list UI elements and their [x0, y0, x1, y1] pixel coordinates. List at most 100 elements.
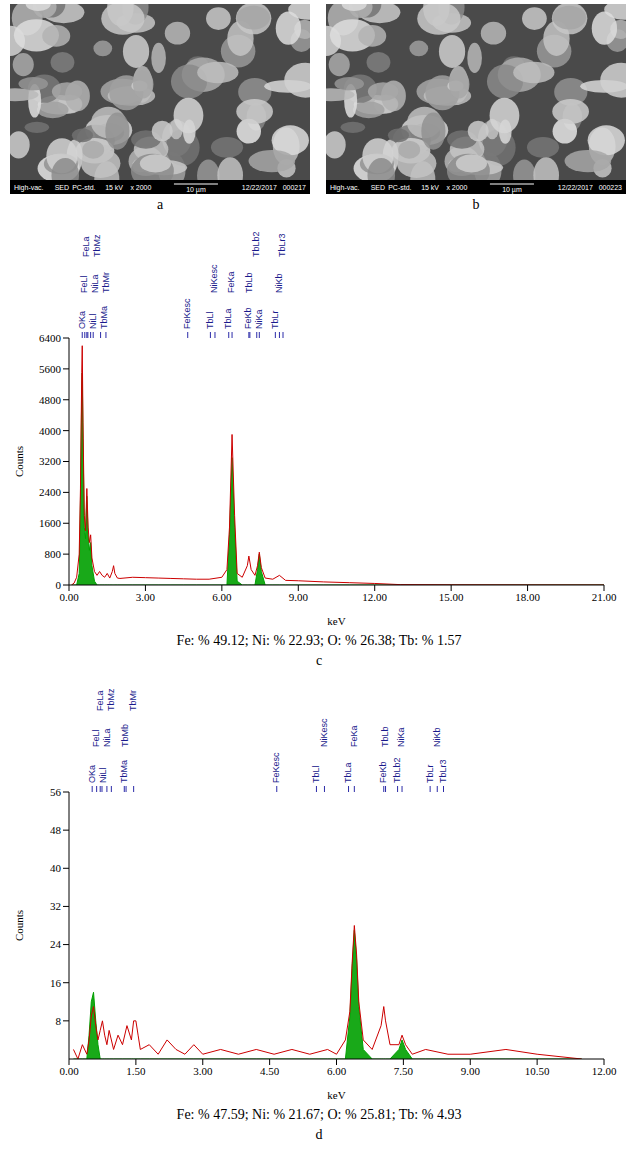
- svg-text:PC-std.: PC-std.: [388, 184, 411, 191]
- html-text:Fe: % 47.59; Ni: % 21.67; O: %: Fe: % 47.59; Ni: % 21.67; O: % 25.81; Tb…: [176, 1107, 462, 1122]
- svg-text:Counts: Counts: [13, 446, 25, 477]
- svg-text:NiKa: NiKa: [396, 727, 406, 747]
- svg-text:9.00: 9.00: [289, 591, 309, 603]
- html-text:c: c: [315, 653, 323, 668]
- svg-text:TbLr: TbLr: [270, 310, 280, 329]
- svg-text:FeLl: FeLl: [79, 275, 89, 293]
- svg-text:2400: 2400: [39, 486, 62, 498]
- svg-text:TbLb: TbLb: [244, 272, 254, 293]
- svg-text:TbMr: TbMr: [128, 690, 138, 711]
- svg-text:56: 56: [50, 786, 62, 798]
- svg-text:TbMr: TbMr: [101, 272, 111, 293]
- svg-text:0.00: 0.00: [59, 1065, 79, 1077]
- svg-text:OKa: OKa: [77, 311, 87, 329]
- html-text:b: b: [472, 197, 480, 212]
- svg-text:TbLa: TbLa: [223, 308, 233, 329]
- svg-text:x 2000: x 2000: [446, 184, 467, 191]
- svg-text:15.00: 15.00: [439, 591, 464, 603]
- svg-text:SED: SED: [55, 184, 69, 191]
- svg-text:NiLa: NiLa: [90, 274, 100, 293]
- svg-text:FeLl: FeLl: [91, 729, 101, 747]
- svg-text:TbMz: TbMz: [92, 234, 102, 257]
- svg-text:10 µm: 10 µm: [186, 186, 206, 194]
- svg-text:OKa: OKa: [87, 765, 97, 783]
- svg-text:9.00: 9.00: [461, 1065, 481, 1077]
- svg-text:TbLb2: TbLb2: [251, 231, 261, 257]
- svg-text:SED: SED: [371, 184, 385, 191]
- svg-text:000217: 000217: [283, 184, 306, 191]
- svg-text:7.50: 7.50: [394, 1065, 414, 1077]
- html-text:d: d: [315, 1127, 323, 1142]
- svg-text:4000: 4000: [39, 425, 62, 437]
- svg-text:6.00: 6.00: [212, 591, 232, 603]
- svg-text:keV: keV: [327, 1089, 345, 1101]
- svg-text:12.00: 12.00: [592, 1065, 617, 1077]
- svg-text:TbLb: TbLb: [380, 726, 390, 747]
- svg-text:NiLa: NiLa: [102, 728, 112, 747]
- svg-text:24: 24: [50, 938, 62, 950]
- svg-text:6.00: 6.00: [327, 1065, 347, 1077]
- svg-text:15 kV: 15 kV: [105, 184, 123, 191]
- svg-text:3.00: 3.00: [136, 591, 156, 603]
- svg-text:1.50: 1.50: [126, 1065, 146, 1077]
- svg-text:High-vac.: High-vac.: [14, 184, 44, 192]
- svg-text:FeKb: FeKb: [243, 307, 253, 329]
- svg-text:3200: 3200: [39, 455, 62, 467]
- svg-text:x 2000: x 2000: [130, 184, 151, 191]
- html-text:a: a: [156, 197, 164, 212]
- svg-text:NiKa: NiKa: [254, 309, 264, 329]
- svg-text:NiKb: NiKb: [432, 727, 442, 747]
- svg-text:NiKesc: NiKesc: [209, 264, 219, 293]
- svg-text:keV: keV: [327, 615, 345, 627]
- svg-text:0.00: 0.00: [59, 591, 79, 603]
- svg-text:1600: 1600: [39, 517, 62, 529]
- svg-text:Counts: Counts: [13, 910, 25, 941]
- svg-text:FeKesc: FeKesc: [182, 298, 192, 329]
- svg-text:TbLb2: TbLb2: [392, 757, 402, 783]
- svg-text:TbMa: TbMa: [119, 760, 129, 783]
- svg-text:High-vac.: High-vac.: [330, 184, 360, 192]
- svg-text:21.00: 21.00: [592, 591, 617, 603]
- svg-text:FeLa: FeLa: [95, 690, 105, 711]
- html-text:Fe: % 49.12; Ni: % 22.93; O: %: Fe: % 49.12; Ni: % 22.93; O: % 26.38; Tb…: [176, 633, 462, 648]
- svg-text:32: 32: [50, 900, 61, 912]
- svg-text:TbMb: TbMb: [120, 724, 130, 747]
- svg-text:4800: 4800: [39, 394, 62, 406]
- svg-text:FeKesc: FeKesc: [271, 752, 281, 783]
- svg-text:TbLr: TbLr: [425, 764, 435, 783]
- svg-text:NiLl: NiLl: [88, 313, 98, 329]
- svg-text:000223: 000223: [599, 184, 622, 191]
- svg-text:16: 16: [50, 977, 62, 989]
- svg-text:3.00: 3.00: [193, 1065, 213, 1077]
- svg-text:10 µm: 10 µm: [502, 186, 522, 194]
- svg-text:0: 0: [56, 579, 62, 591]
- svg-text:12/22/2017: 12/22/2017: [558, 184, 593, 191]
- svg-text:40: 40: [50, 862, 62, 874]
- svg-text:TbLr3: TbLr3: [277, 233, 287, 257]
- svg-text:FeLa: FeLa: [81, 236, 91, 257]
- svg-text:FeKb: FeKb: [378, 761, 388, 783]
- svg-text:NiKb: NiKb: [274, 273, 284, 293]
- svg-text:4.50: 4.50: [260, 1065, 280, 1077]
- svg-text:TbLl: TbLl: [205, 311, 215, 329]
- svg-text:48: 48: [50, 824, 62, 836]
- svg-text:TbLl: TbLl: [311, 765, 321, 783]
- svg-text:6400: 6400: [39, 332, 62, 344]
- svg-text:TbLa: TbLa: [343, 762, 353, 783]
- svg-text:800: 800: [45, 548, 62, 560]
- svg-text:TbMz: TbMz: [106, 688, 116, 711]
- svg-text:18.00: 18.00: [515, 591, 540, 603]
- svg-text:8: 8: [56, 1015, 62, 1027]
- svg-text:NiLl: NiLl: [98, 767, 108, 783]
- svg-text:PC-std.: PC-std.: [72, 184, 95, 191]
- svg-text:FeKa: FeKa: [226, 271, 236, 293]
- svg-text:5600: 5600: [39, 363, 62, 375]
- svg-text:12.00: 12.00: [362, 591, 387, 603]
- svg-text:10.50: 10.50: [525, 1065, 550, 1077]
- svg-text:FeKa: FeKa: [349, 725, 359, 747]
- svg-text:TbMa: TbMa: [99, 306, 109, 329]
- svg-text:TbLr3: TbLr3: [438, 759, 448, 783]
- svg-text:NiKesc: NiKesc: [319, 718, 329, 747]
- svg-text:12/22/2017: 12/22/2017: [242, 184, 277, 191]
- svg-text:15 kV: 15 kV: [421, 184, 439, 191]
